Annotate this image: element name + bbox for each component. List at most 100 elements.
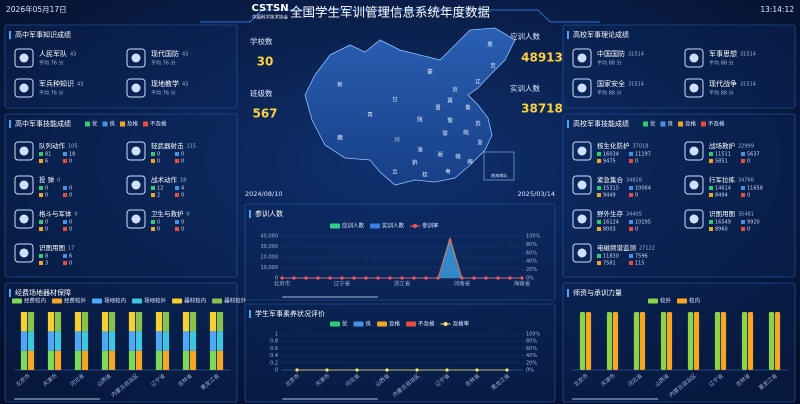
grade-count: 6 bbox=[69, 254, 72, 260]
bar-segment bbox=[162, 312, 170, 332]
grade-swatch bbox=[39, 193, 43, 197]
map-label: 陕 bbox=[417, 116, 423, 124]
item-name: 轻武器射击 bbox=[151, 141, 184, 150]
y-tick-label: 20,000 bbox=[261, 255, 279, 261]
item-icon-glyph bbox=[19, 146, 29, 156]
line-point bbox=[280, 276, 284, 280]
grade-swatch bbox=[597, 152, 601, 156]
panel-title-marker bbox=[567, 120, 569, 128]
bar-segment bbox=[47, 312, 55, 332]
item-icon-glyph bbox=[131, 146, 141, 156]
item-icon-glyph bbox=[577, 83, 587, 93]
y-tick-label: 0 bbox=[275, 276, 278, 282]
line-point bbox=[295, 368, 299, 372]
grade-count: 8960 bbox=[715, 227, 728, 233]
x-tick-label: 北京市 bbox=[274, 280, 291, 288]
bar bbox=[693, 312, 700, 370]
panel-title: 高中军事技能成绩 bbox=[15, 119, 71, 128]
panel-title: 学生军事素养状况评价 bbox=[255, 309, 325, 318]
map-label: 渝 bbox=[417, 146, 423, 154]
grade-swatch bbox=[39, 220, 43, 224]
legend-swatch-dot bbox=[413, 224, 418, 228]
bar bbox=[639, 312, 646, 370]
y-tick-label: 0.6 bbox=[270, 346, 278, 352]
map-label: 豫 bbox=[447, 117, 453, 125]
legend-label: 不及格 bbox=[418, 320, 435, 328]
bar-segment bbox=[128, 350, 136, 370]
item-name: 现代战争 bbox=[709, 79, 737, 88]
legend-swatch bbox=[330, 321, 340, 327]
grade-count: 0 bbox=[45, 193, 48, 199]
scrollbar bbox=[572, 398, 659, 400]
stat-value: 567 bbox=[252, 107, 277, 121]
item-name: 紧急集合 bbox=[597, 175, 624, 184]
legend-label: 优 bbox=[92, 120, 98, 128]
grade-swatch bbox=[63, 227, 67, 231]
item-icon-glyph bbox=[19, 83, 29, 93]
grade-swatch bbox=[39, 254, 43, 258]
item-name: 现代国防 bbox=[151, 49, 179, 58]
grade-count: 11830 bbox=[603, 254, 619, 260]
panel-title-marker bbox=[9, 289, 11, 297]
legend-swatch bbox=[85, 121, 90, 127]
y2-tick-label: 100% bbox=[526, 234, 541, 240]
legend-label: 及格 bbox=[389, 320, 401, 328]
line-point bbox=[412, 276, 416, 280]
item-icon bbox=[684, 209, 704, 229]
grade-swatch bbox=[709, 220, 713, 224]
grade-swatch bbox=[151, 159, 155, 163]
grade-swatch bbox=[175, 159, 179, 163]
item-name: 核生化防护 bbox=[597, 141, 630, 150]
legend-label: 校内 bbox=[689, 297, 700, 305]
grade-count: 4 bbox=[181, 186, 184, 192]
legend-swatch bbox=[132, 298, 143, 304]
grade-count: 0 bbox=[635, 227, 638, 233]
item-icon-glyph bbox=[577, 248, 587, 258]
item-total: 0 bbox=[75, 212, 78, 218]
item-name: 人民军队 bbox=[39, 49, 67, 58]
grade-swatch bbox=[151, 227, 155, 231]
legend-label: 参训率 bbox=[422, 222, 439, 230]
bar-segment bbox=[189, 312, 197, 332]
x-tick-label: 河南省 bbox=[454, 280, 471, 288]
bar bbox=[714, 312, 721, 370]
item-total: 27122 bbox=[639, 246, 655, 252]
legend-swatch bbox=[120, 121, 126, 127]
grade-count: 2 bbox=[157, 193, 160, 199]
item-count: 43 bbox=[182, 52, 188, 58]
map-label: 冀 bbox=[447, 97, 453, 105]
map-label: 鄂 bbox=[442, 130, 448, 138]
bar-segment bbox=[74, 331, 82, 351]
item-name: 卫生与救护 bbox=[151, 209, 184, 218]
bar-segment bbox=[54, 331, 62, 351]
legend-swatch bbox=[648, 298, 658, 304]
item-average: 平均 76 分 bbox=[151, 60, 176, 67]
grade-swatch bbox=[629, 152, 633, 156]
panel-title-marker bbox=[567, 289, 569, 297]
legend-swatch bbox=[102, 121, 108, 127]
bar-segment bbox=[101, 350, 109, 370]
map-label: 新 bbox=[337, 81, 343, 89]
item-icon-glyph bbox=[689, 83, 699, 93]
line-point bbox=[505, 368, 509, 372]
bar-segment bbox=[162, 350, 170, 370]
bar-segment bbox=[128, 312, 136, 332]
item-icon-glyph bbox=[689, 53, 699, 63]
item-count: 31514 bbox=[740, 52, 756, 58]
item-total: 35481 bbox=[738, 212, 754, 218]
legend-swatch bbox=[406, 321, 417, 327]
grade-count: 16034 bbox=[603, 152, 619, 158]
legend-label: 不及格 bbox=[150, 120, 167, 128]
legend-swatch bbox=[12, 298, 22, 304]
grade-count: 5851 bbox=[715, 159, 728, 165]
grade-swatch bbox=[63, 261, 67, 265]
bar-segment bbox=[135, 350, 143, 370]
bar bbox=[666, 312, 673, 370]
map-label: 藏 bbox=[337, 134, 343, 142]
grade-count: 0 bbox=[181, 159, 184, 165]
map-label: 湘 bbox=[437, 151, 443, 159]
grade-swatch bbox=[709, 186, 713, 190]
map-inset-label: 南海诸岛 bbox=[491, 172, 507, 178]
grade-count: 81 bbox=[45, 152, 51, 158]
